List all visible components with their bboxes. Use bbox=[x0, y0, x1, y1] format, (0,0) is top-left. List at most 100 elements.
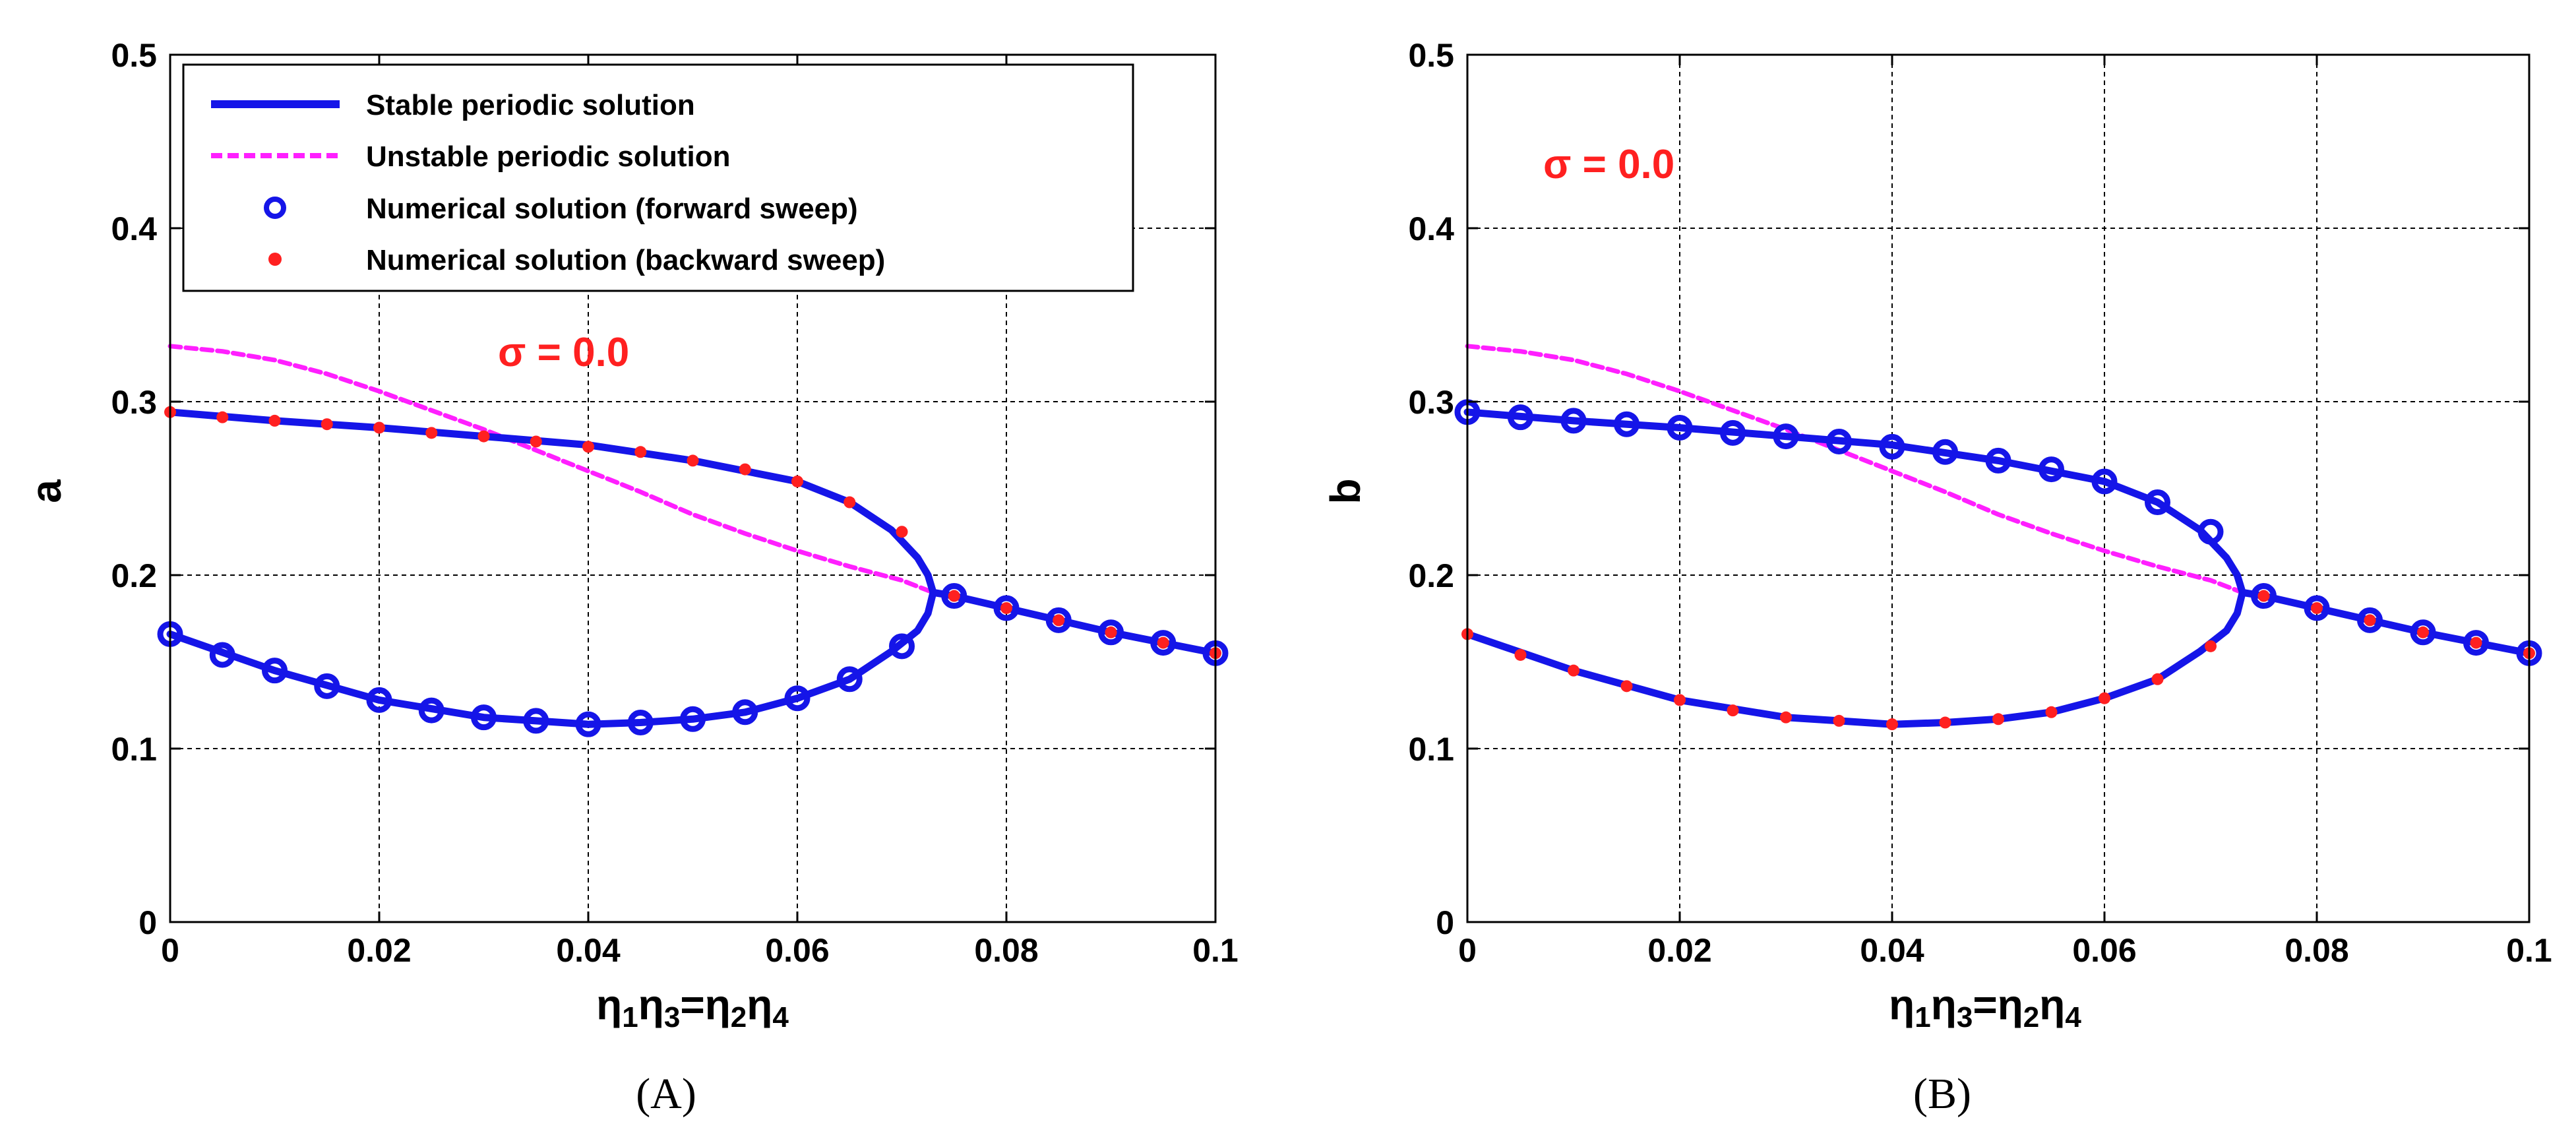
panel-b-x-tick-label: 0.1 bbox=[2506, 932, 2552, 969]
panel-a-forward-sweep-point bbox=[471, 704, 497, 731]
panel-a-backward-sweep-point bbox=[1157, 636, 1169, 649]
panel-b-backward-sweep-point bbox=[1674, 694, 1686, 706]
panel-a-backward-sweep-point bbox=[948, 590, 960, 602]
panel-b-x-tick-label: 0.08 bbox=[2285, 932, 2348, 969]
panel-b-markers bbox=[1454, 399, 2542, 731]
panel-b-forward-sweep-point bbox=[2463, 630, 2489, 656]
panel-a-forward-sweep-point bbox=[366, 687, 392, 713]
panel-b-chart: 0 0.02 0.04 0.06 0.08 0.1 0 0.1 0.2 0.3 0.4 0.5 σ … bbox=[1322, 37, 2552, 1118]
panel-a-backward-sweep-point bbox=[373, 421, 385, 434]
panel-a-forward-sweep-point bbox=[262, 658, 288, 684]
panel-b-backward-sweep-point bbox=[1939, 716, 1951, 729]
panel-b-y-tick-label: 0.5 bbox=[1408, 37, 1454, 74]
panel-b-forward-sweep-point bbox=[2091, 468, 2118, 495]
panel-a-backward-sweep-point bbox=[687, 454, 699, 467]
panel-a-forward-sweep-point bbox=[1045, 607, 1072, 633]
panel-b-backward-sweep-point bbox=[2311, 602, 2323, 614]
panel-b-y-tick-label: 0.4 bbox=[1408, 210, 1454, 247]
panel-b-backward-sweep-point bbox=[1727, 704, 1739, 717]
panel-b-backward-sweep-point bbox=[2099, 692, 2110, 704]
panel-b-backward-sweep-point bbox=[1992, 713, 2004, 726]
panel-a-x-tick-label: 0 bbox=[161, 932, 179, 969]
panel-a-forward-sweep-point bbox=[418, 697, 445, 724]
panel-a-y-tick-label: 0 bbox=[138, 904, 157, 941]
panel-b-y-tick-label: 0.3 bbox=[1408, 384, 1454, 421]
panel-b-plot-frame bbox=[1466, 53, 2530, 923]
panel-a-backward-sweep-point bbox=[843, 496, 856, 509]
panel-a-backward-sweep-point bbox=[425, 427, 438, 439]
panel-a-x-tick-label: 0.04 bbox=[556, 932, 621, 969]
legend-forward-marker bbox=[264, 197, 286, 219]
panel-a-forward-sweep-point bbox=[209, 642, 235, 668]
panel-b-x-tick-label: 0 bbox=[1458, 932, 1477, 969]
panel-b-x-tick-label: 0.06 bbox=[2072, 932, 2136, 969]
panel-b-forward-sweep-point bbox=[1826, 428, 1852, 454]
panel-b-x-axis-label: η1η3=η2η4 bbox=[1889, 981, 2081, 1034]
panel-b-forward-sweep-point bbox=[1932, 439, 1958, 465]
panel-b-forward-sweep-point bbox=[1720, 419, 1746, 446]
legend-backward-marker bbox=[268, 253, 282, 266]
panel-b-backward-sweep-point bbox=[1514, 648, 1527, 661]
panel-b-backward-sweep-point bbox=[2470, 636, 2482, 649]
panel-a-forward-sweep-point bbox=[993, 595, 1020, 621]
panel-a-y-tick-label: 0.5 bbox=[111, 37, 157, 74]
panel-a-backward-sweep-point bbox=[321, 418, 333, 431]
panel-a-backward-sweep-point bbox=[739, 463, 751, 476]
panel-b-forward-sweep-point bbox=[2304, 595, 2330, 621]
panel-a-forward-sweep-point bbox=[575, 711, 601, 737]
panel-a-unstable-curve bbox=[168, 344, 936, 595]
panel-b-x-ticks: 0 0.02 0.04 0.06 0.08 0.1 bbox=[1458, 55, 2552, 969]
panel-b-grid bbox=[1467, 55, 2529, 922]
panel-b-backward-sweep-point bbox=[2151, 673, 2164, 685]
panel-b-backward-sweep-point bbox=[2045, 706, 2058, 718]
panel-a-sigma-annotation: σ = 0.0 bbox=[498, 330, 629, 375]
panel-b-backward-sweep-point bbox=[1780, 711, 1792, 724]
panel-a-x-tick-label: 0.08 bbox=[974, 932, 1038, 969]
legend-entry-stable: Stable periodic solution bbox=[366, 89, 695, 121]
panel-b-backward-sweep-point bbox=[2257, 590, 2270, 602]
panel-a-y-ticks: 0 0.1 0.2 0.3 0.4 0.5 bbox=[111, 37, 1215, 941]
panel-a-backward-sweep-point bbox=[268, 414, 281, 427]
legend-entry-unstable: Unstable periodic solution bbox=[366, 140, 731, 173]
panel-b-sigma-annotation: σ = 0.0 bbox=[1543, 142, 1674, 187]
panel-a-markers bbox=[157, 406, 1229, 737]
panel-a-forward-sweep-point bbox=[889, 633, 915, 660]
panel-b-curves bbox=[1463, 344, 2533, 728]
panel-b-backward-sweep-point bbox=[1833, 714, 1845, 727]
panel-b-forward-sweep-point bbox=[2357, 607, 2383, 633]
panel-b-backward-sweep-point bbox=[2205, 640, 2217, 652]
panel-a-plot-frame bbox=[169, 53, 1217, 923]
panel-b-x-tick-label: 0.04 bbox=[1860, 932, 1924, 969]
panel-a-forward-sweep-point bbox=[836, 666, 863, 693]
panel-b-forward-sweep-point bbox=[1667, 414, 1693, 441]
panel-b-forward-sweep-point bbox=[2039, 456, 2064, 483]
panel-a-y-tick-label: 0.3 bbox=[111, 384, 157, 421]
panel-b-forward-sweep-point bbox=[1879, 433, 1905, 460]
panel-b-forward-sweep-point bbox=[2251, 583, 2277, 609]
panel-a-backward-sweep-point bbox=[1053, 614, 1065, 627]
panel-b-backward-sweep-point bbox=[1886, 718, 1898, 731]
panel-a-x-ticks: 0 0.02 0.04 0.06 0.08 0.1 bbox=[161, 55, 1239, 969]
panel-b-y-axis-label: b bbox=[1322, 478, 1369, 504]
panel-a-backward-sweep-point bbox=[634, 446, 647, 458]
panel-a-forward-sweep-point bbox=[627, 710, 654, 736]
legend-entry-forward: Numerical solution (forward sweep) bbox=[366, 193, 858, 225]
panel-b-backward-sweep-point bbox=[1568, 664, 1579, 677]
panel-a-forward-sweep-point bbox=[680, 706, 706, 732]
panel-a-y-tick-label: 0.4 bbox=[111, 210, 157, 247]
panel-b-y-tick-label: 0.1 bbox=[1408, 731, 1454, 768]
panel-b-y-ticks: 0 0.1 0.2 0.3 0.4 0.5 bbox=[1408, 37, 2529, 941]
panel-a-forward-sweep-point bbox=[784, 685, 811, 712]
panel-a-x-tick-label: 0.06 bbox=[765, 932, 829, 969]
panel-a-x-tick-label: 0.1 bbox=[1192, 932, 1239, 969]
panel-a-y-axis-label: a bbox=[22, 479, 70, 503]
panel-a-backward-sweep-point bbox=[582, 441, 594, 453]
panel-a-forward-sweep-point bbox=[314, 673, 340, 699]
legend-entry-backward: Numerical solution (backward sweep) bbox=[366, 244, 885, 276]
panel-b-forward-sweep-point bbox=[1508, 404, 1533, 431]
panel-a-curves bbox=[166, 344, 1219, 728]
panel-a-backward-sweep-point bbox=[791, 475, 803, 487]
panel-a-x-axis-label: η1η3=η2η4 bbox=[596, 981, 789, 1034]
panel-b-forward-sweep-point bbox=[1560, 408, 1587, 434]
